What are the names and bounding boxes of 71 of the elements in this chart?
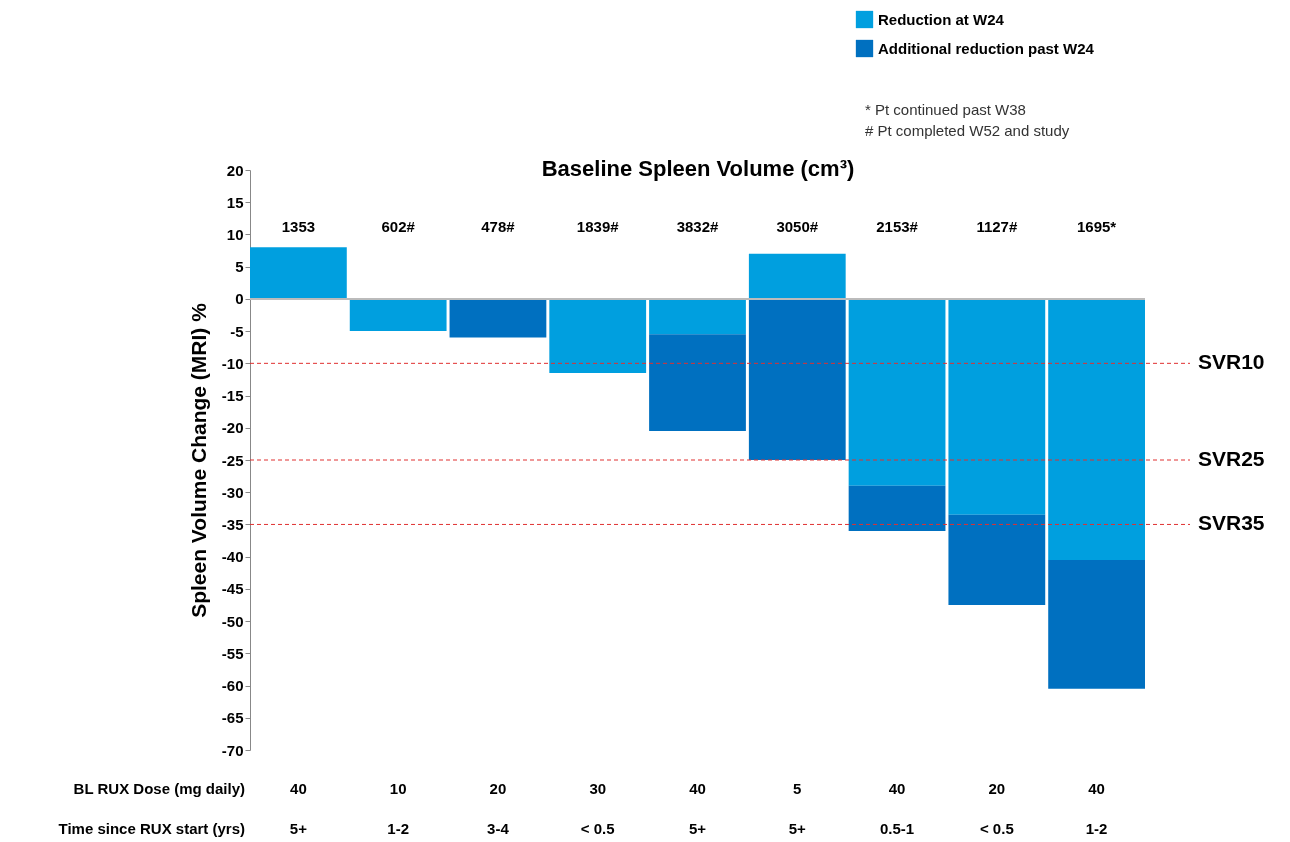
text: # Pt completed W52 and study xyxy=(865,122,1070,139)
ref-line-label: SVR25 xyxy=(1198,447,1265,470)
x-tick-label: 1127# xyxy=(976,217,1018,235)
text: 30 xyxy=(589,780,607,797)
text: 40 xyxy=(290,780,307,797)
text: 1-2 xyxy=(387,820,410,837)
text: 5+ xyxy=(688,820,707,837)
y-tick-label: 15 xyxy=(226,193,244,211)
text: 5+ xyxy=(289,820,308,837)
bar xyxy=(1048,298,1145,560)
text: 40 xyxy=(1088,780,1105,797)
bar xyxy=(250,247,347,299)
text: BL RUX Dose (mg daily) xyxy=(73,780,245,797)
text: 0.5-1 xyxy=(879,820,915,837)
x-tick-label: 602# xyxy=(381,217,416,235)
bar xyxy=(649,334,746,431)
y-tick-label: -65 xyxy=(221,709,244,727)
y-tick-label: -25 xyxy=(221,451,244,469)
bar xyxy=(549,298,647,373)
text: 5+ xyxy=(788,820,807,837)
y-tick-label: -15 xyxy=(221,387,244,405)
y-tick-label: -55 xyxy=(221,644,244,662)
y-tick-label: 10 xyxy=(226,225,244,243)
x-tick-label: 1695* xyxy=(1077,217,1117,235)
x-tick-label: 3832# xyxy=(676,217,720,235)
bar xyxy=(848,485,946,531)
y-tick-label: -40 xyxy=(221,548,244,566)
text: < 0.5 xyxy=(580,820,615,837)
bar xyxy=(748,298,846,460)
bar xyxy=(848,298,946,486)
x-tick-label: 1839# xyxy=(576,217,620,235)
text: 10 xyxy=(389,780,407,797)
x-tick-label: 478# xyxy=(481,217,516,235)
text: < 0.5 xyxy=(979,820,1014,837)
y-tick-label: -70 xyxy=(221,741,244,759)
y-tick-label: -30 xyxy=(221,483,244,501)
y-tick-label: -20 xyxy=(221,419,244,437)
y-tick-label: 5 xyxy=(235,258,244,276)
y-tick-label: 20 xyxy=(226,161,244,179)
text: 40 xyxy=(888,780,906,797)
y-tick-label: -45 xyxy=(221,580,244,598)
bar xyxy=(649,298,746,335)
x-tick-label: 3050# xyxy=(776,217,819,235)
y-axis-title: Spleen Volume Change (MRI) % xyxy=(186,302,210,618)
legend-label: Reduction at W24 xyxy=(878,10,1005,28)
y-tick-label: 0 xyxy=(235,290,244,308)
text: 1-2 xyxy=(1085,820,1108,837)
y-tick-label: -60 xyxy=(221,677,244,695)
bar xyxy=(349,298,447,332)
text: 5 xyxy=(793,780,802,797)
x-tick-label: 1353 xyxy=(281,217,316,235)
bar xyxy=(1048,559,1145,689)
y-tick-label: -35 xyxy=(221,515,244,533)
text: 20 xyxy=(988,780,1006,797)
bar xyxy=(948,514,1046,605)
text: 40 xyxy=(689,780,706,797)
x-tick-label: 2153# xyxy=(876,217,919,235)
ref-line-label: SVR10 xyxy=(1198,350,1265,374)
bar xyxy=(748,253,846,299)
y-tick-label: -50 xyxy=(221,612,244,630)
legend-label: Additional reduction past W24 xyxy=(878,39,1095,57)
y-tick-label: -5 xyxy=(230,322,244,340)
text: Time since RUX start (yrs) xyxy=(58,820,245,837)
y-tick-label: -10 xyxy=(221,354,244,372)
text: 3-4 xyxy=(487,820,510,837)
ref-line-label: SVR35 xyxy=(1198,511,1265,535)
text: 20 xyxy=(489,780,507,797)
x-axis-title: Baseline Spleen Volume (cm³) xyxy=(541,155,855,181)
text: * Pt continued past W38 xyxy=(865,101,1026,118)
bar xyxy=(948,298,1046,515)
bar xyxy=(449,298,547,338)
